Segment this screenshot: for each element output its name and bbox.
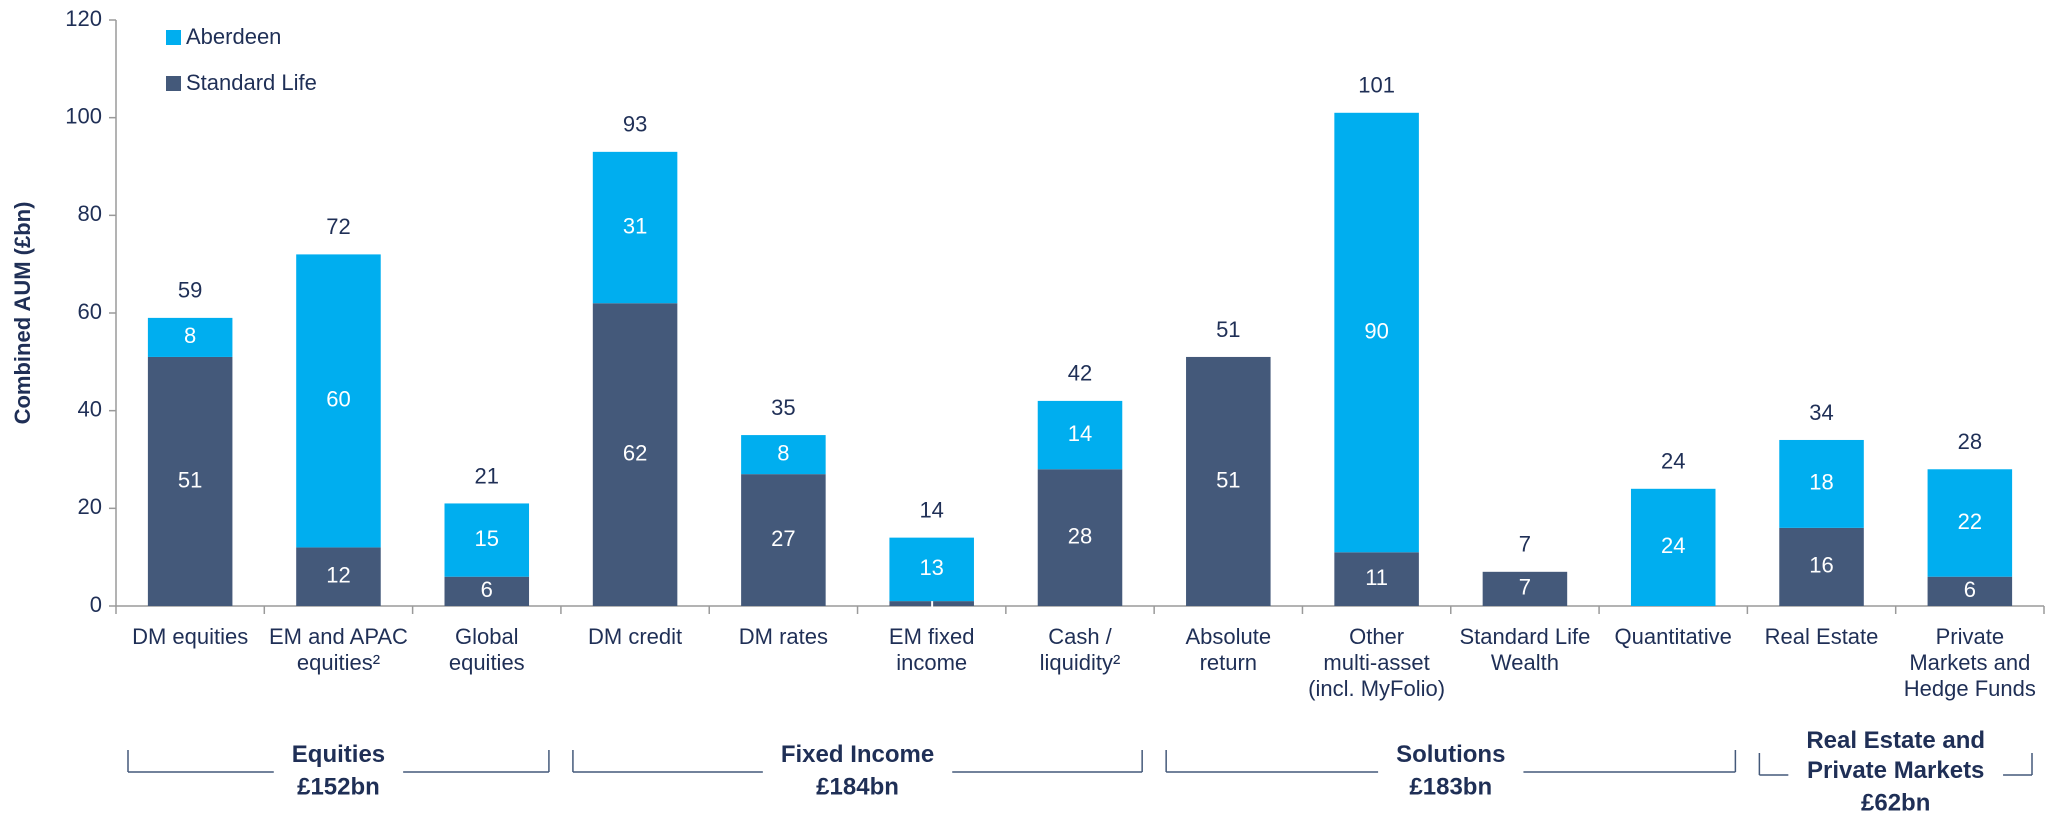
segment-label: 8 (184, 323, 196, 348)
y-tick-label: 20 (78, 494, 102, 519)
x-tick-label: Other multi-asset (incl. MyFolio) (1308, 624, 1445, 701)
group-total: £152bn (297, 773, 380, 800)
bar-segment (1334, 112, 1419, 553)
y-axis-label: Combined AUM (£bn) (10, 202, 35, 425)
bar-segment (1334, 552, 1419, 606)
bar-segment (592, 303, 678, 606)
y-tick-label: 40 (78, 396, 102, 421)
bar-segment (1630, 488, 1716, 606)
segment-label: 6 (1964, 577, 1976, 602)
x-tick-label: Cash / liquidity² (1040, 624, 1121, 675)
segment-label: 90 (1364, 318, 1388, 343)
segment-label: 11 (1365, 565, 1388, 590)
total-label: 42 (1068, 361, 1092, 386)
bar-segment (444, 576, 530, 606)
x-tick-label: Absolute return (1185, 624, 1271, 675)
total-label: 7 (1519, 532, 1531, 557)
legend-swatch (166, 30, 181, 45)
segment-label: 62 (623, 440, 647, 465)
group-total: £184bn (816, 773, 899, 800)
bar-segment (296, 547, 381, 606)
x-tick-label: Standard Life Wealth (1459, 624, 1590, 675)
bar-segment (889, 601, 974, 606)
x-tick-label: EM and APAC equities² (269, 624, 408, 675)
total-label: 59 (178, 278, 202, 303)
segment-label: 8 (777, 440, 789, 465)
x-tick-label: DM credit (588, 624, 682, 649)
total-label: 21 (475, 463, 499, 488)
bar-segment (1482, 571, 1568, 606)
total-label: 35 (771, 395, 795, 420)
y-tick-label: 0 (90, 592, 102, 617)
segment-label: 13 (919, 555, 943, 580)
total-label: 24 (1661, 449, 1685, 474)
bar-segment (147, 317, 233, 357)
bar-segment (147, 356, 233, 606)
bar-segment (1037, 469, 1123, 606)
segment-label: 14 (1068, 421, 1092, 446)
total-label: 34 (1809, 400, 1833, 425)
segment-label: 7 (1519, 575, 1531, 600)
group-name: Fixed Income (781, 741, 934, 768)
segment-label: 28 (1068, 523, 1092, 548)
segment-label: 60 (326, 387, 350, 412)
x-tick-label: DM equities (132, 624, 248, 649)
total-label: 28 (1958, 429, 1982, 454)
group-name: Solutions (1396, 741, 1505, 768)
segment-label: 16 (1809, 553, 1833, 578)
x-tick-label: Global equities (449, 624, 525, 675)
bar-segment (444, 503, 530, 577)
segment-label: 18 (1809, 470, 1833, 495)
legend-swatch (166, 76, 181, 91)
segment-label: 12 (326, 563, 350, 588)
x-tick-label: EM fixed income (889, 624, 975, 675)
group-name: Equities (292, 741, 385, 768)
segment-label: 15 (475, 526, 499, 551)
group-name: Real Estate and Private Markets (1806, 727, 1985, 784)
group-total: £62bn (1861, 789, 1930, 816)
y-tick-label: 80 (78, 201, 102, 226)
segment-label: 51 (178, 467, 202, 492)
y-tick-label: 60 (78, 299, 102, 324)
total-label: 101 (1358, 73, 1395, 98)
bar-segment (1037, 400, 1123, 470)
bar-segment (592, 151, 678, 304)
x-tick-label: Private Markets and Hedge Funds (1904, 624, 2036, 701)
bar-segment (296, 254, 381, 548)
y-tick-label: 120 (65, 6, 102, 31)
total-label: 93 (623, 112, 647, 137)
segment-label: 22 (1958, 509, 1982, 534)
bar-segment (889, 537, 974, 602)
total-label: 72 (326, 214, 350, 239)
bar-segment (1186, 356, 1271, 606)
bar-segment (741, 474, 826, 606)
group-total: £183bn (1409, 773, 1492, 800)
x-tick-label: Quantitative (1615, 624, 1732, 649)
total-label: 51 (1216, 317, 1240, 342)
total-label: 14 (919, 497, 943, 522)
segment-label: 51 (1216, 467, 1240, 492)
bar-segment (741, 435, 826, 475)
bar-segment (1927, 469, 2013, 577)
segment-label: 27 (771, 526, 795, 551)
segment-label: 31 (623, 213, 647, 238)
y-tick-label: 100 (65, 103, 102, 128)
bar-segment (1779, 439, 1864, 528)
legend-label: Standard Life (186, 70, 317, 95)
x-tick-label: Real Estate (1765, 624, 1879, 649)
segment-label: 6 (481, 577, 493, 602)
segment-label: 24 (1661, 533, 1685, 558)
x-tick-label: DM rates (739, 624, 828, 649)
legend-label: Aberdeen (186, 24, 281, 49)
bar-segment (1779, 527, 1864, 606)
bar-segment (1927, 576, 2013, 606)
